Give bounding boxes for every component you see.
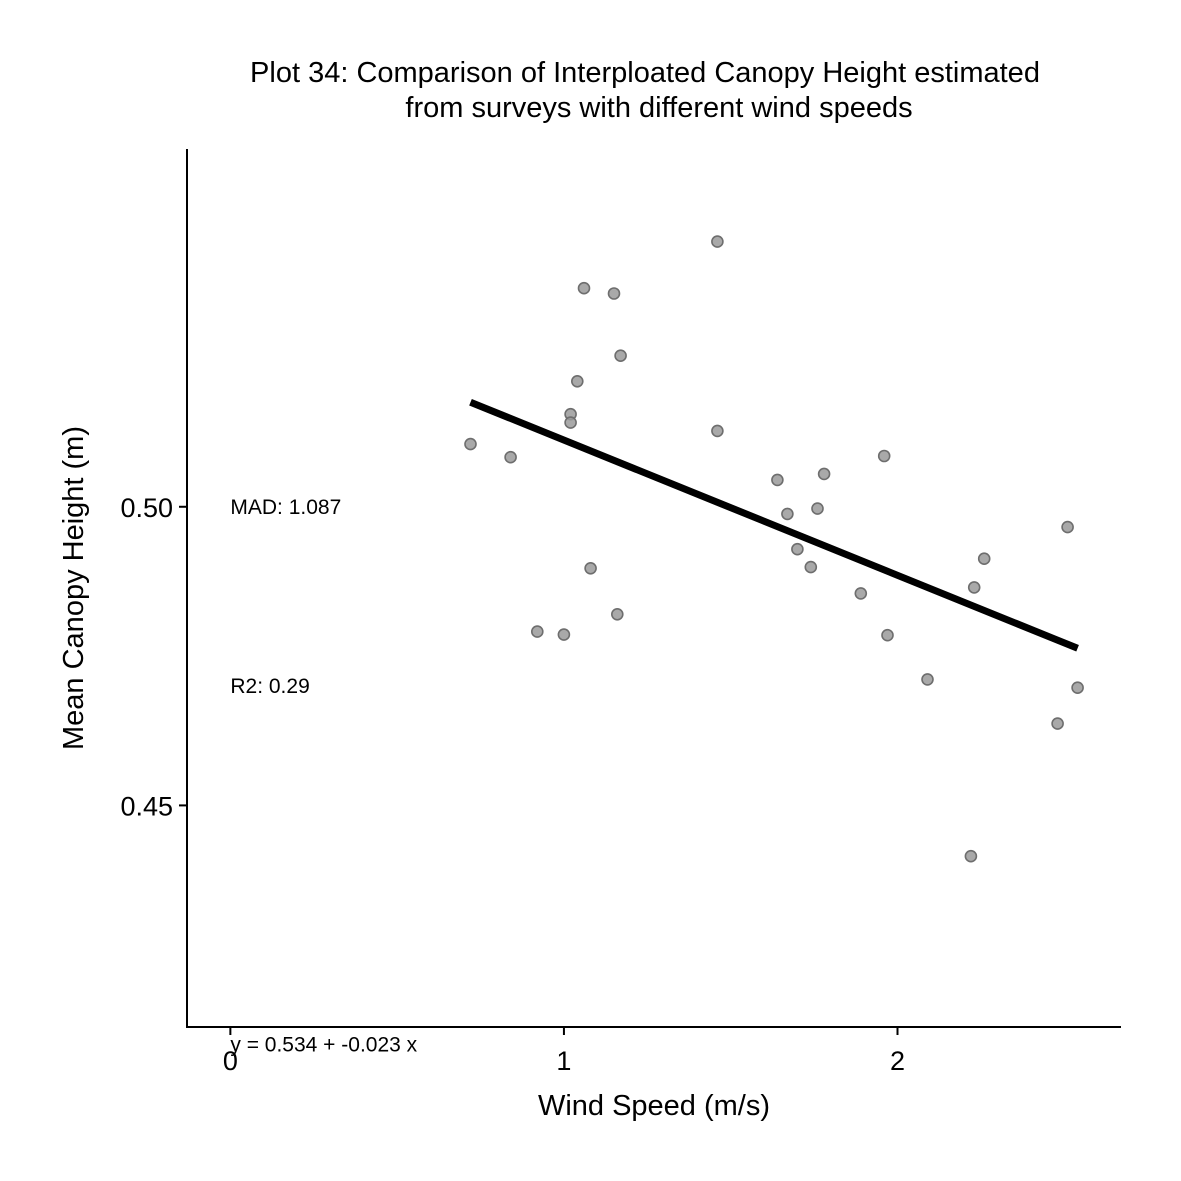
chart-title-line-1: Plot 34: Comparison of Interploated Cano…: [250, 57, 1040, 89]
data-point: [977, 552, 991, 566]
data-point: [1061, 520, 1074, 534]
data-point: [921, 673, 934, 686]
data-point: [530, 625, 544, 638]
data-point: [804, 560, 818, 574]
regression-line-layer: [469, 398, 1079, 652]
y-tick-label: 0.50: [120, 493, 173, 523]
data-point: [877, 449, 891, 463]
y-axis-label: Mean Canopy Height (m): [58, 426, 90, 750]
data-point: [881, 628, 894, 642]
x-axis-label: Wind Speed (m/s): [538, 1090, 770, 1122]
data-point: [584, 561, 597, 575]
data-point: [607, 287, 621, 300]
data-point: [557, 628, 571, 641]
data-point: [504, 450, 517, 464]
data-point: [610, 607, 624, 621]
data-point: [781, 507, 794, 521]
data-point: [817, 467, 831, 481]
data-point: [967, 581, 981, 594]
data-point: [811, 502, 824, 515]
x-tick-label: 1: [556, 1046, 571, 1076]
x-axis-ticks: 0 1 2: [223, 1027, 905, 1076]
data-point: [464, 437, 477, 451]
y-axis-ticks: 0.45 0.50: [120, 493, 187, 821]
data-point: [614, 349, 627, 363]
data-point: [711, 424, 724, 438]
y-tick-label: 0.45: [120, 791, 173, 821]
data-point: [791, 542, 804, 556]
data-points: [464, 235, 1084, 863]
annotation-text: R2: 0.29: [230, 675, 309, 698]
data-point: [1071, 681, 1084, 695]
x-tick-label: 0: [223, 1046, 238, 1076]
x-tick-label: 2: [890, 1046, 905, 1076]
annotation-text: y = 0.534 + -0.023 x: [230, 1033, 417, 1056]
data-point: [964, 849, 978, 863]
annotations: MAD: 1.087 R2: 0.29 y = 0.534 + -0.023 x: [230, 496, 417, 1057]
plot-area: [464, 235, 1084, 863]
chart-title-line-2: from surveys with different wind speeds: [405, 92, 912, 124]
data-point: [711, 235, 724, 248]
data-point: [570, 374, 584, 388]
data-point: [854, 587, 868, 600]
regression-line: [469, 398, 1079, 652]
data-point: [1051, 717, 1064, 730]
data-point: [564, 416, 577, 429]
annotation-text: MAD: 1.087: [230, 496, 341, 519]
data-point: [577, 281, 591, 295]
data-point: [771, 473, 784, 487]
